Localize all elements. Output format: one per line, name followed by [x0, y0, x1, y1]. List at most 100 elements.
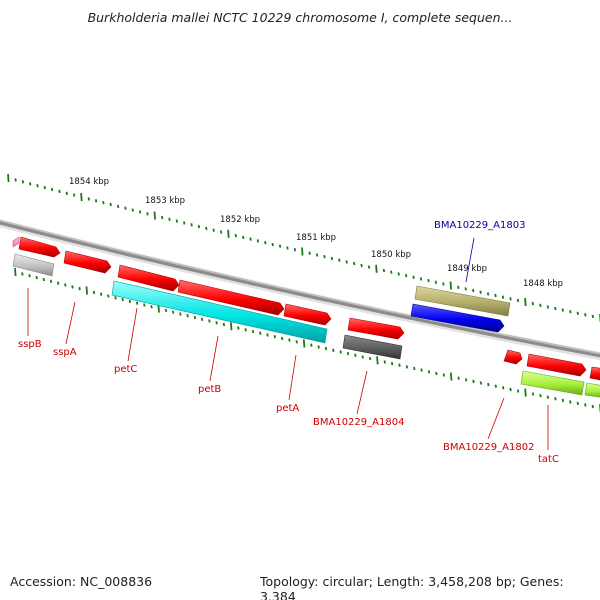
minor-tick	[487, 382, 490, 387]
cds-BMA10229_A1803[interactable]	[410, 303, 505, 333]
gene-petC-petB-cyan[interactable]	[111, 280, 328, 344]
minor-tick	[293, 248, 297, 252]
sequence-summary: Topology: circular; Length: 3,458,208 bp…	[260, 574, 564, 600]
minor-tick	[502, 386, 505, 390]
cds-sspA[interactable]	[63, 250, 112, 274]
minor-tick	[509, 387, 512, 392]
minor-tick	[28, 274, 31, 278]
cds-tatC[interactable]	[526, 353, 587, 377]
minor-tick	[256, 239, 260, 243]
forward-features	[12, 236, 600, 398]
sequence-backbone	[0, 219, 600, 361]
minor-tick	[368, 356, 372, 361]
gene-BMA10229_A1804[interactable]	[342, 334, 403, 360]
minor-tick	[259, 331, 262, 335]
cds-petC[interactable]	[117, 264, 180, 292]
minor-tick	[128, 299, 132, 304]
minor-tick	[92, 290, 96, 295]
minor-tick	[222, 322, 226, 327]
major-tick	[376, 356, 379, 365]
gene-sspB[interactable]	[12, 253, 55, 277]
minor-tick	[102, 201, 105, 205]
gene-label[interactable]: BMA10229_A1802	[443, 442, 534, 453]
minor-tick	[94, 199, 98, 203]
minor-tick	[249, 237, 252, 241]
minor-tick	[208, 319, 211, 323]
minor-tick	[56, 281, 60, 285]
minor-tick	[234, 233, 237, 238]
feature-pink-marker[interactable]	[12, 236, 20, 248]
minor-tick	[382, 268, 386, 273]
minor-tick	[516, 389, 520, 393]
minor-tick	[193, 315, 197, 320]
cds-BMA10229_A1804[interactable]	[347, 317, 405, 340]
cds-next[interactable]	[589, 366, 600, 381]
major-tick	[153, 211, 156, 220]
cds-petB[interactable]	[177, 279, 285, 316]
minor-tick	[324, 346, 328, 351]
minor-tick	[64, 283, 67, 287]
minor-tick	[479, 290, 482, 294]
label-leader-lines	[27, 237, 549, 450]
accession-text: Accession: NC_008836	[10, 574, 153, 589]
minor-tick	[21, 180, 25, 184]
minor-tick	[164, 308, 168, 313]
major-tick	[302, 339, 306, 348]
major-tick	[375, 264, 378, 273]
minor-tick	[427, 278, 430, 283]
minor-tick	[219, 230, 223, 234]
gene-label[interactable]: petA	[276, 403, 299, 414]
minor-tick	[264, 241, 267, 245]
minor-tick	[280, 336, 284, 341]
gene-BMA10229_A1803[interactable]	[414, 285, 511, 317]
gene-label[interactable]: tatC	[538, 454, 559, 465]
kbp-label: 1854 kbp	[69, 177, 109, 187]
minor-tick	[561, 398, 565, 402]
minor-tick	[561, 308, 564, 312]
minor-tick	[135, 301, 139, 305]
minor-tick	[197, 224, 201, 229]
minor-tick	[332, 348, 335, 352]
major-tick	[227, 229, 230, 238]
minor-tick	[464, 287, 467, 291]
minor-tick	[295, 340, 298, 344]
kbp-label: 1849 kbp	[447, 264, 487, 274]
minor-tick	[405, 365, 409, 369]
minor-tick	[576, 401, 579, 406]
minor-tick	[175, 219, 179, 223]
gene-tatC[interactable]	[520, 370, 585, 396]
gene-label[interactable]: BMA10229_A1803	[434, 220, 525, 231]
outer-tick-row	[7, 173, 600, 323]
cds-BMA10229_A1802[interactable]	[503, 349, 523, 365]
gene-label[interactable]: sspB	[18, 339, 42, 350]
minor-tick	[251, 329, 255, 334]
map-title: Burkholderia mallei NCTC 10229 chromosom…	[87, 10, 513, 25]
minor-tick	[49, 279, 53, 283]
minor-tick	[457, 376, 460, 380]
gene-label[interactable]: petC	[114, 364, 137, 375]
gene-label[interactable]: petB	[198, 384, 221, 395]
minor-tick	[494, 293, 497, 298]
minor-tick	[397, 272, 400, 276]
gene-label[interactable]: sspA	[53, 347, 77, 358]
gene-next[interactable]	[584, 382, 600, 398]
minor-tick	[273, 335, 276, 339]
minor-tick	[109, 202, 112, 207]
minor-tick	[266, 333, 269, 337]
minor-tick	[172, 310, 175, 314]
gene-label[interactable]: BMA10229_A1804	[313, 417, 404, 428]
minor-tick	[442, 373, 445, 377]
minor-tick	[179, 312, 182, 316]
minor-tick	[124, 206, 127, 210]
minor-tick	[161, 215, 164, 220]
minor-tick	[509, 297, 512, 301]
minor-tick	[36, 184, 39, 188]
cds-petA[interactable]	[283, 303, 332, 326]
cds-sspB[interactable]	[18, 236, 61, 258]
minor-tick	[516, 298, 520, 303]
minor-tick	[427, 370, 431, 374]
reverse-features	[410, 285, 511, 333]
major-tick	[230, 322, 233, 331]
minor-tick	[479, 381, 483, 385]
minor-tick	[412, 275, 415, 279]
